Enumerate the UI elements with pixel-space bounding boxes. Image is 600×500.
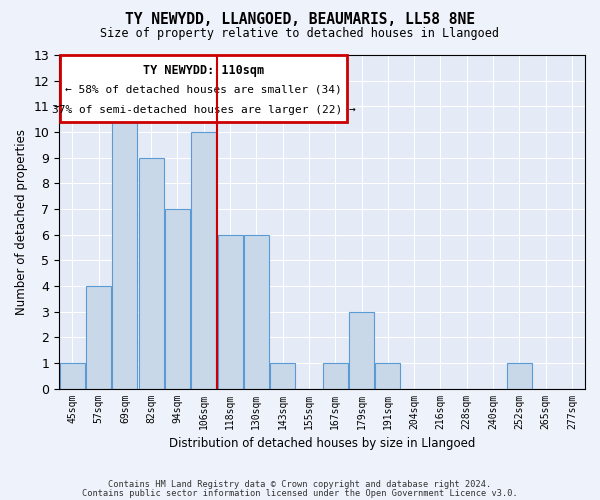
Text: TY NEWYDD, LLANGOED, BEAUMARIS, LL58 8NE: TY NEWYDD, LLANGOED, BEAUMARIS, LL58 8NE (125, 12, 475, 28)
Text: ← 58% of detached houses are smaller (34): ← 58% of detached houses are smaller (34… (65, 84, 342, 94)
Bar (86, 286, 111, 388)
Bar (139, 158, 164, 388)
Bar (191, 132, 216, 388)
Text: Contains HM Land Registry data © Crown copyright and database right 2024.: Contains HM Land Registry data © Crown c… (109, 480, 491, 489)
Bar (376, 363, 400, 388)
Y-axis label: Number of detached properties: Number of detached properties (15, 129, 28, 315)
Bar (165, 209, 190, 388)
Text: Contains public sector information licensed under the Open Government Licence v3: Contains public sector information licen… (82, 488, 518, 498)
Bar (270, 363, 295, 388)
Text: 37% of semi-detached houses are larger (22) →: 37% of semi-detached houses are larger (… (52, 105, 356, 115)
Bar (507, 363, 532, 388)
Bar (244, 234, 269, 388)
X-axis label: Distribution of detached houses by size in Llangoed: Distribution of detached houses by size … (169, 437, 475, 450)
Bar (60, 363, 85, 388)
Text: TY NEWYDD: 110sqm: TY NEWYDD: 110sqm (143, 64, 265, 77)
Bar (323, 363, 348, 388)
Bar (112, 106, 137, 388)
Text: Size of property relative to detached houses in Llangoed: Size of property relative to detached ho… (101, 28, 499, 40)
Bar (349, 312, 374, 388)
Bar (218, 234, 242, 388)
FancyBboxPatch shape (61, 55, 347, 122)
